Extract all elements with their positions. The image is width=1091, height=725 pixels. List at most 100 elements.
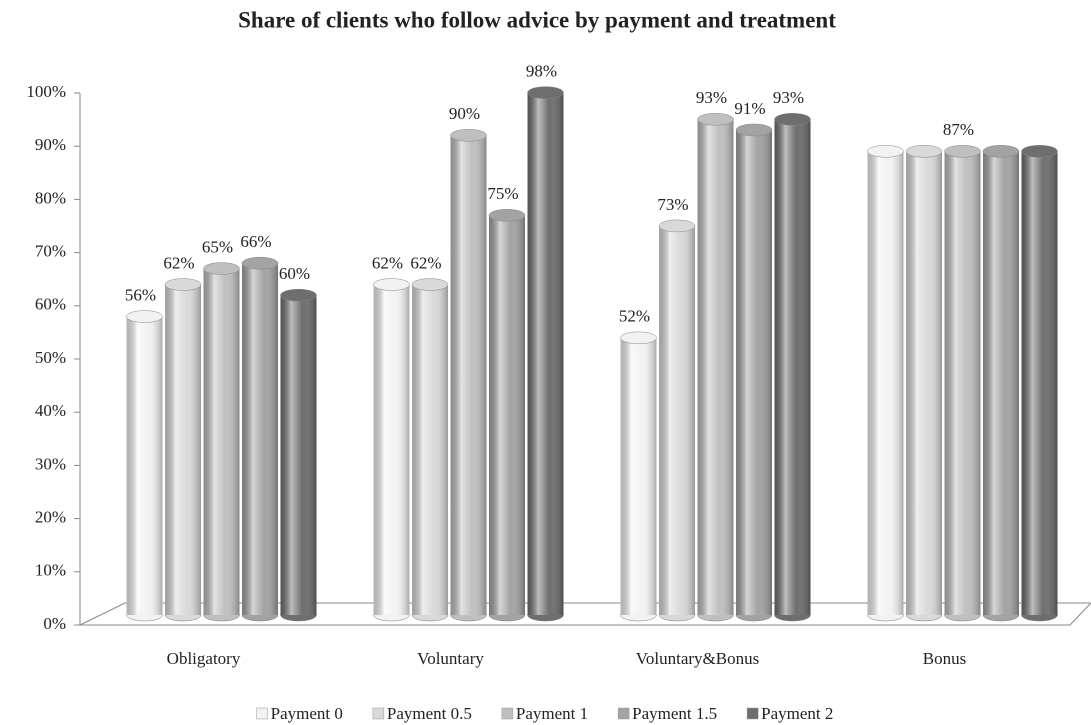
legend-label: Payment 1.5 bbox=[632, 704, 717, 723]
bar bbox=[774, 113, 811, 622]
data-label: 60% bbox=[279, 264, 310, 283]
bar bbox=[620, 331, 657, 622]
bar bbox=[735, 123, 773, 622]
bar-shade bbox=[620, 337, 657, 615]
bar-shade bbox=[906, 151, 942, 616]
bar bbox=[126, 310, 163, 622]
bar-top bbox=[164, 278, 202, 291]
legend: Payment 0 Payment 0.5 Payment 1 Payment 1.5… bbox=[256, 704, 833, 723]
y-tick-label: 100% bbox=[26, 82, 66, 101]
legend-swatch bbox=[746, 707, 759, 720]
bar-top bbox=[774, 113, 811, 126]
bar-shade bbox=[242, 263, 278, 615]
x-tick-label: Voluntary bbox=[417, 649, 484, 668]
y-tick-label: 40% bbox=[35, 401, 66, 420]
legend-label: Payment 2 bbox=[761, 704, 833, 723]
bar bbox=[1021, 145, 1058, 622]
bar-shade bbox=[373, 284, 410, 615]
bar bbox=[203, 262, 240, 622]
data-label: 75% bbox=[487, 184, 518, 203]
bar bbox=[411, 278, 449, 622]
data-label: 52% bbox=[619, 307, 650, 326]
bar bbox=[867, 145, 904, 622]
bar-shade bbox=[697, 119, 734, 615]
x-tick-label: Voluntary&Bonus bbox=[636, 649, 759, 668]
chart-title: Share of clients who follow advice by pa… bbox=[238, 7, 836, 32]
bar-shade bbox=[944, 151, 981, 616]
y-tick-label: 30% bbox=[35, 454, 66, 473]
x-tick-label: Bonus bbox=[923, 649, 966, 668]
bar-shade bbox=[280, 295, 317, 615]
bar-shade bbox=[489, 215, 525, 615]
bar bbox=[982, 145, 1020, 622]
bar-top bbox=[126, 310, 163, 323]
bar-top bbox=[450, 129, 487, 142]
bar bbox=[450, 129, 487, 622]
bar bbox=[373, 278, 410, 622]
bar-top bbox=[411, 278, 449, 291]
bar-top bbox=[867, 145, 904, 158]
bar bbox=[697, 113, 734, 622]
bar-shade bbox=[527, 92, 564, 615]
bar-top bbox=[373, 278, 410, 291]
bar-shade bbox=[736, 129, 772, 615]
bar bbox=[905, 145, 943, 622]
bar-shade bbox=[1021, 151, 1058, 616]
bar-shade bbox=[165, 284, 201, 615]
data-label: 87% bbox=[943, 120, 974, 139]
bar-shade bbox=[412, 284, 448, 615]
bar-top bbox=[944, 145, 981, 158]
bar-top bbox=[658, 219, 696, 233]
bar bbox=[658, 219, 696, 622]
data-label: 62% bbox=[410, 253, 441, 272]
y-tick-label: 0% bbox=[43, 614, 66, 633]
data-label: 93% bbox=[773, 88, 804, 107]
bar-top bbox=[905, 145, 943, 158]
legend-label: Payment 0 bbox=[271, 704, 343, 723]
y-tick-label: 10% bbox=[35, 561, 66, 580]
bar-top bbox=[241, 256, 279, 270]
data-label: 73% bbox=[657, 195, 688, 214]
bar-shade bbox=[203, 268, 240, 615]
floor bbox=[79, 602, 1091, 626]
bar-top bbox=[620, 331, 657, 345]
legend-label: Payment 1 bbox=[516, 704, 588, 723]
bar bbox=[488, 209, 526, 622]
y-tick-label: 90% bbox=[35, 135, 66, 154]
y-tick-label: 80% bbox=[35, 188, 66, 207]
x-tick-label: Obligatory bbox=[167, 649, 241, 668]
data-label: 98% bbox=[526, 62, 557, 81]
bar bbox=[164, 278, 202, 622]
bar-top bbox=[527, 86, 564, 99]
bar-shade bbox=[867, 151, 904, 616]
bar-top bbox=[280, 288, 317, 302]
bar-shade bbox=[659, 225, 695, 615]
data-label: 93% bbox=[696, 88, 727, 107]
legend-swatch bbox=[372, 707, 385, 720]
data-label: 90% bbox=[449, 104, 480, 123]
bar-top bbox=[203, 262, 240, 275]
legend-swatch bbox=[617, 707, 630, 720]
legend-swatch bbox=[256, 707, 268, 720]
bar-top bbox=[697, 113, 734, 126]
bar bbox=[944, 145, 981, 622]
bar-top bbox=[488, 209, 526, 222]
data-label: 91% bbox=[734, 99, 765, 118]
bar-top bbox=[982, 145, 1020, 158]
data-label: 65% bbox=[202, 237, 233, 256]
bar-top bbox=[1021, 145, 1058, 158]
data-label: 62% bbox=[372, 253, 403, 272]
data-label: 56% bbox=[125, 285, 156, 304]
bar bbox=[280, 288, 317, 622]
bar-shade bbox=[126, 316, 163, 615]
bar-shade bbox=[774, 119, 811, 615]
bar-top bbox=[735, 123, 773, 137]
data-label: 62% bbox=[163, 253, 194, 272]
data-label: 66% bbox=[240, 232, 271, 251]
y-tick-label: 60% bbox=[35, 295, 66, 314]
bar-shade bbox=[450, 135, 487, 616]
legend-label: Payment 0.5 bbox=[387, 704, 472, 723]
y-tick-label: 20% bbox=[35, 508, 66, 527]
legend-swatch bbox=[501, 707, 514, 720]
